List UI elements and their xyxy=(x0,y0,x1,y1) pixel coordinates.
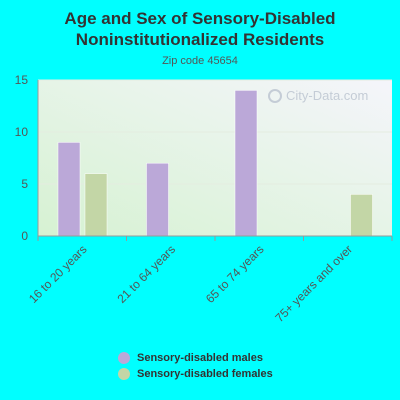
bar-sensory-disabled-males-1 xyxy=(146,162,169,237)
watermark-text: City-Data.com xyxy=(286,88,368,103)
bar-sensory-disabled-females-3 xyxy=(350,194,373,237)
y-tick-label: 0 xyxy=(21,229,28,243)
legend-item: Sensory-disabled males xyxy=(118,350,273,366)
x-tick-label: 16 to 20 years xyxy=(26,242,90,306)
bar-sensory-disabled-males-0 xyxy=(57,142,81,237)
y-tick-label: 10 xyxy=(15,125,29,139)
watermark-icon xyxy=(268,89,282,103)
chart-title: Age and Sex of Sensory-Disabled Noninsti… xyxy=(0,8,400,50)
legend-item: Sensory-disabled females xyxy=(118,366,273,382)
x-tick-label: 65 to 74 years xyxy=(203,242,267,306)
chart-title-line-1: Age and Sex of Sensory-Disabled xyxy=(64,9,336,28)
legend-swatch xyxy=(118,352,130,364)
chart-legend: Sensory-disabled males Sensory-disabled f… xyxy=(118,350,273,382)
x-tick-label: 21 to 64 years xyxy=(114,242,178,306)
chart-subtitle: Zip code 45654 xyxy=(162,55,238,67)
legend-swatch xyxy=(118,368,130,380)
bar-sensory-disabled-males-2 xyxy=(234,90,258,237)
legend-label: Sensory-disabled females xyxy=(137,368,273,380)
chart-title-line-2: Noninstitutionalized Residents xyxy=(75,30,325,49)
y-tick-label: 15 xyxy=(15,73,29,87)
x-tick-label: 75+ years and over xyxy=(272,242,355,325)
legend-label: Sensory-disabled males xyxy=(137,352,263,364)
watermark: City-Data.com xyxy=(268,88,368,103)
y-tick-label: 5 xyxy=(21,177,28,191)
bar-sensory-disabled-females-0 xyxy=(84,173,108,237)
